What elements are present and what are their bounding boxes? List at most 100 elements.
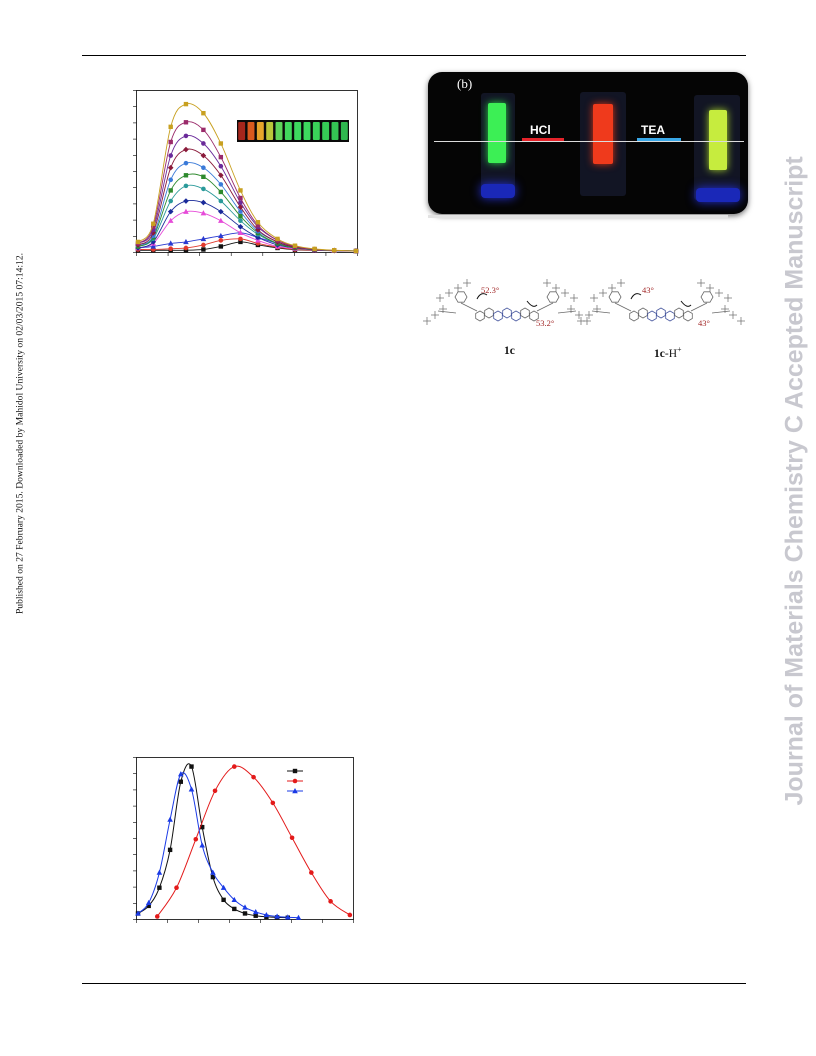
end-bond [557,310,577,314]
hcl-label: HCl [530,123,551,137]
data-point [193,836,199,842]
data-point [201,186,206,192]
hcl-arrow [522,138,564,141]
data-point [218,238,224,243]
data-point [232,906,237,912]
data-point [174,885,179,891]
panel-label: (b) [457,76,473,91]
data-point [347,912,353,918]
ring [647,310,657,322]
data-point [201,247,206,252]
data-point [183,146,189,153]
data-point [238,188,243,193]
footer-rule [82,983,746,984]
data-point [178,779,183,784]
data-point [232,764,237,769]
data-point [135,239,141,245]
data-point [183,238,189,245]
compound-label-1c: 1c [504,345,515,357]
ring [493,310,503,322]
emission-titration-chart [133,90,359,256]
data-point [218,141,224,146]
data-point [218,189,224,195]
angle-label: 52.3° [481,285,500,295]
data-point [221,897,226,903]
legend-marker [292,778,298,784]
data-point [156,869,163,875]
inset-swatch [340,122,348,140]
data-point [183,101,189,107]
structure-1c-protonated [577,279,745,325]
data-point [189,764,194,769]
inset-swatch [322,122,330,140]
chart1-series [135,101,359,254]
data-point [168,198,173,204]
structure-1c [423,279,591,325]
data-point [218,198,224,204]
left-arm-bond [614,302,632,312]
data-point [238,236,243,242]
data-point [178,771,184,777]
chart1-color-inset [237,120,349,142]
data-point [263,911,270,918]
chart2-legend [287,768,303,794]
data-point [231,896,238,903]
data-point [218,163,224,169]
data-point [151,224,156,229]
inset-swatch [294,122,302,140]
inset-background [237,120,349,142]
data-point [199,842,205,848]
data-point [183,183,189,189]
data-point [201,111,206,116]
compound-suffix: -H [664,347,677,360]
inset-swatch [275,122,283,140]
data-point [238,209,243,214]
data-point [167,217,174,223]
data-point [200,824,205,830]
data-point [255,223,261,228]
vial-neutral-glow [481,184,515,198]
ring [511,310,521,322]
inset-swatch [247,122,255,140]
data-point [238,195,243,201]
data-point [168,139,173,145]
series-line [137,162,357,252]
vial-base-liquid [709,110,727,170]
data-point [200,210,207,216]
data-point [183,120,189,125]
data-point [309,870,314,875]
ring [629,310,639,322]
data-point [154,914,160,919]
data-point [238,213,243,219]
data-point [200,152,207,159]
legend-marker [292,768,298,774]
data-point [201,242,206,248]
inset-swatch [312,122,320,140]
data-point [218,154,224,160]
data-point [312,246,317,252]
data-point [210,874,216,880]
journal-watermark: Journal of Materials Chemistry C Accepte… [780,156,809,806]
data-point [274,913,280,919]
ring [520,307,530,319]
data-point [238,239,243,245]
data-point [201,165,206,171]
tea-arrow [637,138,681,141]
data-point [275,236,280,242]
data-point [242,904,248,910]
compound-label-1c-h: 1c-H+ [654,345,682,360]
data-point [183,245,189,251]
inset-swatch [266,122,274,140]
data-point [167,847,173,853]
data-point [220,884,227,890]
data-point [253,913,258,918]
data-point [183,173,189,178]
data-point [183,133,189,139]
right-arm-ring [700,291,714,303]
data-point [200,199,207,206]
data-point [270,800,276,806]
data-point [251,774,256,780]
data-point [242,911,248,916]
data-point [295,914,302,920]
data-point [151,221,156,226]
